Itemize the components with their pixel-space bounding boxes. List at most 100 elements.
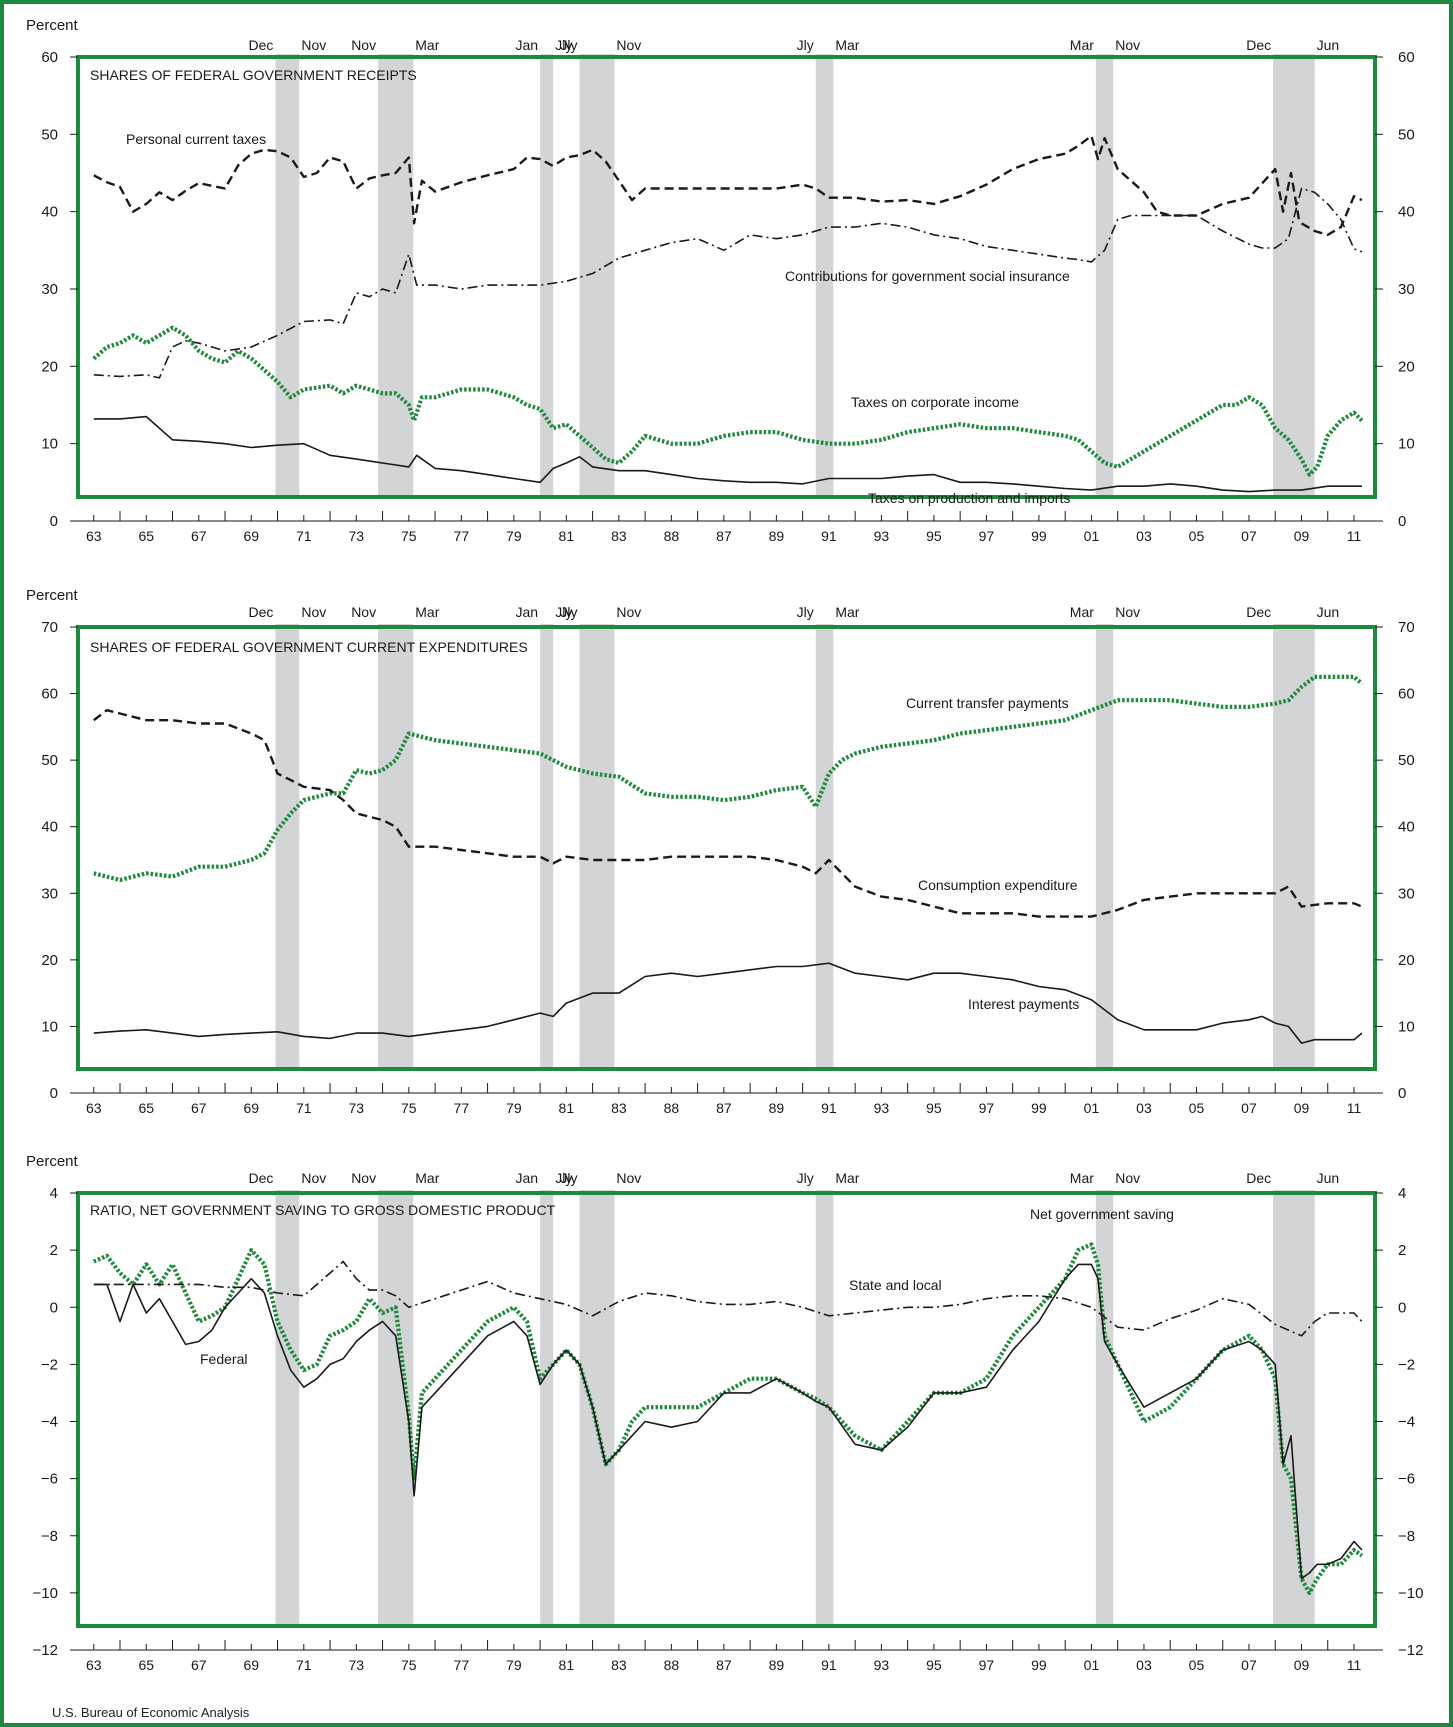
recession-band xyxy=(540,1190,554,1626)
recession-end-label: Nov xyxy=(616,37,641,53)
panel-title: SHARES OF FEDERAL GOVERNMENT CURRENT EXP… xyxy=(90,639,528,655)
y-tick-label-right: 10 xyxy=(1398,436,1415,453)
x-tick-label: 69 xyxy=(243,528,259,544)
recession-end-label: Nov xyxy=(301,604,326,620)
series-annotation: Consumption expenditure xyxy=(918,877,1078,893)
recession-start-label: Jan xyxy=(516,604,539,620)
y-tick-label-right: −12 xyxy=(1398,1642,1423,1659)
x-tick-label: 11 xyxy=(1347,528,1362,544)
x-tick-label: 73 xyxy=(349,528,365,544)
y-tick-label-left: −2 xyxy=(41,1356,58,1373)
x-tick-label: 95 xyxy=(926,528,942,544)
series-line-personal-current-taxes xyxy=(93,134,1363,237)
y-tick-label-right: −2 xyxy=(1398,1356,1415,1373)
y-tick-label-left: 20 xyxy=(41,952,58,969)
plot-frame xyxy=(76,55,1377,499)
recession-start-label: Nov xyxy=(351,37,376,53)
recession-start-label: Dec xyxy=(249,604,274,620)
y-tick-label-left: 10 xyxy=(41,1018,58,1035)
y-tick-label-left: 2 xyxy=(50,1242,58,1259)
x-tick-label: 65 xyxy=(138,528,154,544)
y-tick-label-right: 20 xyxy=(1398,952,1415,969)
recession-start-label: Dec xyxy=(1246,604,1271,620)
x-tick-label: 97 xyxy=(979,1657,995,1673)
recession-end-label: Jly xyxy=(555,1170,572,1186)
y-tick-label-left: 60 xyxy=(41,686,58,703)
x-tick-label: 03 xyxy=(1136,1657,1152,1673)
x-tick-label: 79 xyxy=(506,1657,522,1673)
x-tick-label: 75 xyxy=(401,1657,417,1673)
x-tick-label: 01 xyxy=(1084,1657,1100,1673)
x-tick-label: 83 xyxy=(611,1100,627,1116)
recession-end-label: Nov xyxy=(1115,604,1140,620)
recession-start-label: Nov xyxy=(351,604,376,620)
y-tick-label-right: 60 xyxy=(1398,49,1415,66)
x-tick-label: 95 xyxy=(926,1657,942,1673)
y-tick-label-left: 4 xyxy=(50,1185,58,1202)
recession-start-label: Jly xyxy=(797,604,814,620)
recession-start-label: Mar xyxy=(1070,37,1094,53)
series-annotation: Taxes on corporate income xyxy=(851,394,1019,410)
y-tick-label-right: 70 xyxy=(1398,619,1415,636)
recession-start-label: Jan xyxy=(516,1170,539,1186)
recession-band xyxy=(378,1190,414,1626)
y-tick-label-right: 0 xyxy=(1398,1299,1406,1316)
x-tick-label: 71 xyxy=(296,1100,312,1116)
x-tick-label: 09 xyxy=(1294,1657,1310,1673)
x-tick-label: 81 xyxy=(559,1100,575,1116)
x-tick-label: 77 xyxy=(454,528,470,544)
recession-end-label: Nov xyxy=(301,37,326,53)
recession-band xyxy=(579,624,615,1069)
y-tick-label-left: 60 xyxy=(41,49,58,66)
recession-band xyxy=(1095,54,1114,497)
recession-start-label: Jan xyxy=(516,37,539,53)
x-tick-label: 87 xyxy=(716,528,732,544)
recession-end-label: Jly xyxy=(555,604,572,620)
y-tick-label-left: −4 xyxy=(41,1414,58,1431)
recession-band xyxy=(815,1190,834,1626)
x-tick-label: 91 xyxy=(821,1657,837,1673)
recession-start-label: Dec xyxy=(1246,37,1271,53)
recession-end-label: Jly xyxy=(555,37,572,53)
recession-band xyxy=(1095,1190,1114,1626)
x-tick-label: 88 xyxy=(664,528,680,544)
recession-end-label: Jun xyxy=(1317,604,1340,620)
x-tick-label: 79 xyxy=(506,1100,522,1116)
x-tick-label: 93 xyxy=(874,1100,890,1116)
x-tick-label: 83 xyxy=(611,528,627,544)
recession-start-label: Nov xyxy=(351,1170,376,1186)
x-tick-label: 03 xyxy=(1136,528,1152,544)
y-tick-label-left: 30 xyxy=(41,281,58,298)
panel-title: RATIO, NET GOVERNMENT SAVING TO GROSS DO… xyxy=(90,1202,556,1218)
y-tick-label-left: 40 xyxy=(41,819,58,836)
x-tick-label: 91 xyxy=(821,528,837,544)
source-footer: U.S. Bureau of Economic Analysis xyxy=(52,1705,250,1720)
recession-start-label: Dec xyxy=(249,1170,274,1186)
x-tick-label: 07 xyxy=(1241,528,1257,544)
recession-start-label: Jly xyxy=(560,1170,577,1186)
y-tick-label-left: 0 xyxy=(50,1085,58,1102)
recession-band xyxy=(815,624,834,1069)
recession-band xyxy=(378,54,414,497)
recession-start-label: Mar xyxy=(1070,604,1094,620)
x-tick-label: 99 xyxy=(1031,1657,1047,1673)
x-tick-label: 71 xyxy=(296,528,312,544)
y-tick-label-right: −10 xyxy=(1398,1585,1423,1602)
x-tick-label: 95 xyxy=(926,1100,942,1116)
recession-start-label: Jly xyxy=(560,604,577,620)
x-tick-label: 77 xyxy=(454,1657,470,1673)
x-tick-label: 63 xyxy=(86,1100,102,1116)
x-tick-label: 89 xyxy=(769,528,785,544)
recession-start-label: Jly xyxy=(560,37,577,53)
x-tick-label: 83 xyxy=(611,1657,627,1673)
x-tick-label: 65 xyxy=(138,1100,154,1116)
x-tick-label: 65 xyxy=(138,1657,154,1673)
y-tick-label-left: 30 xyxy=(41,885,58,902)
y-axis-label: Percent xyxy=(26,17,79,34)
y-tick-label-right: 10 xyxy=(1398,1018,1415,1035)
recession-end-label: Mar xyxy=(415,604,439,620)
recession-end-label: Mar xyxy=(835,1170,859,1186)
